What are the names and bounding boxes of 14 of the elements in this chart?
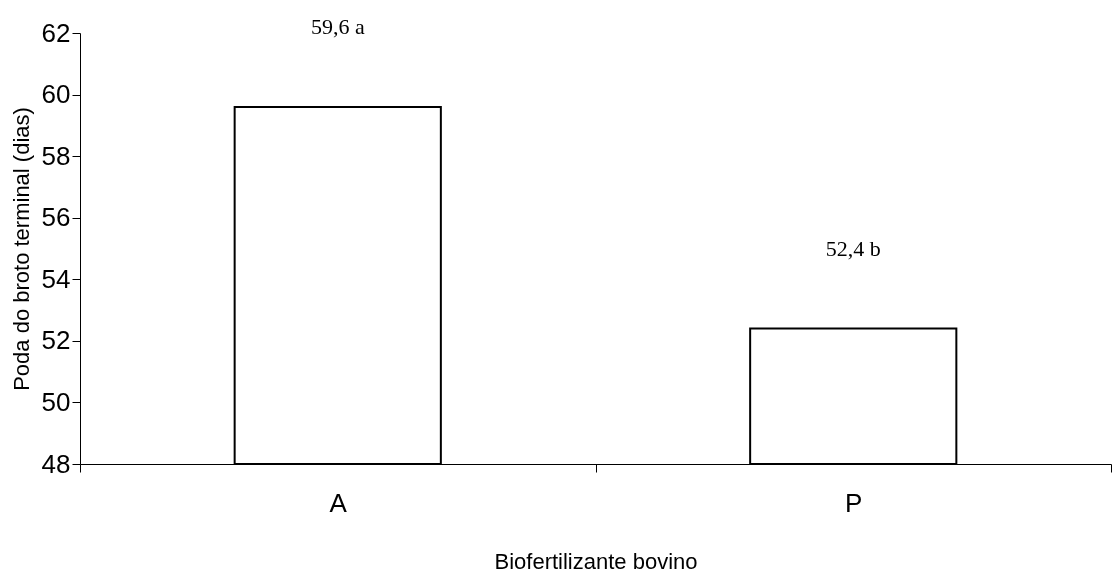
x-axis-title: Biofertilizante bovino — [494, 548, 698, 574]
data-label: 59,6 a — [310, 13, 365, 39]
y-tick-label: 54 — [41, 263, 71, 294]
y-tick-label: 50 — [41, 386, 71, 417]
y-axis-title: Poda do broto terminal (dias) — [8, 107, 34, 391]
data-label: 52,4 b — [825, 235, 881, 261]
y-tick-label: 48 — [41, 448, 71, 479]
x-tick-label: A — [329, 487, 348, 518]
y-tick-label: 60 — [41, 79, 71, 110]
y-tick-label: 52 — [41, 325, 71, 356]
x-tick-label: P — [845, 487, 863, 518]
y-tick-label: 58 — [41, 140, 71, 171]
y-tick-label: 62 — [41, 17, 71, 48]
y-tick-label: 56 — [41, 202, 71, 233]
